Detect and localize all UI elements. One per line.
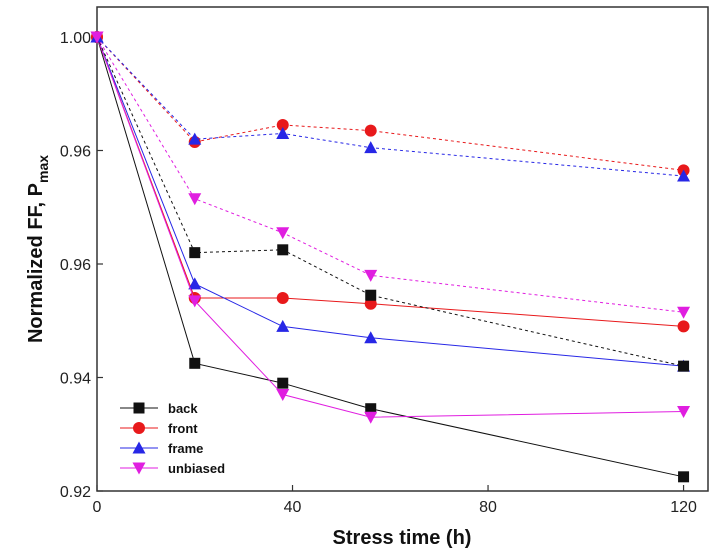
series-front [91, 31, 690, 333]
x-tick-label: 0 [93, 499, 102, 516]
y-tick-label: 0.96 [60, 144, 91, 161]
data-point [677, 320, 690, 333]
legend-marker [132, 441, 146, 454]
data-point [364, 297, 377, 310]
data-point [364, 269, 378, 282]
data-point [188, 132, 202, 145]
data-point [276, 118, 289, 131]
y-axis-title-main: Normalized FF, P [25, 183, 47, 343]
data-point [277, 244, 289, 256]
y-tick-label: 0.92 [60, 484, 91, 501]
data-point [276, 292, 289, 305]
data-point [276, 389, 290, 402]
legend-label: unbiased [168, 461, 225, 476]
legend-marker [132, 462, 146, 475]
data-point [189, 247, 201, 259]
y-tick-label: 1.00 [60, 30, 91, 47]
data-point [276, 126, 290, 139]
data-point [277, 377, 289, 389]
data-point [276, 319, 290, 332]
data-point [678, 471, 690, 483]
x-tick-label: 40 [284, 499, 302, 516]
data-point [365, 403, 377, 415]
data-point [189, 357, 201, 369]
data-point [364, 331, 378, 344]
legend-label: frame [168, 441, 203, 456]
data-point [188, 193, 202, 206]
legend: back front frame unbiased [120, 401, 225, 476]
y-axis-title-subscript: max [35, 155, 51, 183]
series-dashed-5 [91, 31, 690, 177]
series-line [96, 36, 684, 171]
plot-frame [96, 6, 709, 492]
data-point [677, 169, 691, 182]
data-point [365, 289, 377, 301]
data-point [90, 31, 104, 44]
y-axis-title: Normalized FF, Pmax [25, 155, 51, 343]
x-tick-label: 120 [670, 499, 697, 516]
legend-marker [133, 402, 145, 414]
x-axis-title: Stress time (h) [333, 527, 472, 549]
data-point [276, 227, 290, 240]
x-tick-label: 80 [479, 499, 497, 516]
series-line [96, 36, 684, 418]
legend-marker [133, 422, 145, 434]
series-line [96, 36, 684, 367]
data-point [678, 360, 690, 372]
series-unbiased [90, 31, 691, 424]
y-tick-label: 0.96 [60, 257, 91, 274]
series-line [96, 36, 684, 367]
series-line [96, 36, 684, 177]
data-point [364, 411, 378, 424]
data-point [677, 306, 691, 319]
data-point [188, 277, 202, 290]
y-tick-label: 0.94 [60, 371, 91, 388]
data-point [364, 124, 377, 137]
series-dashed-6 [90, 30, 691, 182]
legend-label: back [168, 401, 198, 416]
data-point [364, 141, 378, 154]
data-point [188, 295, 202, 308]
series-dashed-7 [90, 31, 691, 319]
legend-label: front [168, 421, 198, 436]
data-point [677, 406, 691, 419]
